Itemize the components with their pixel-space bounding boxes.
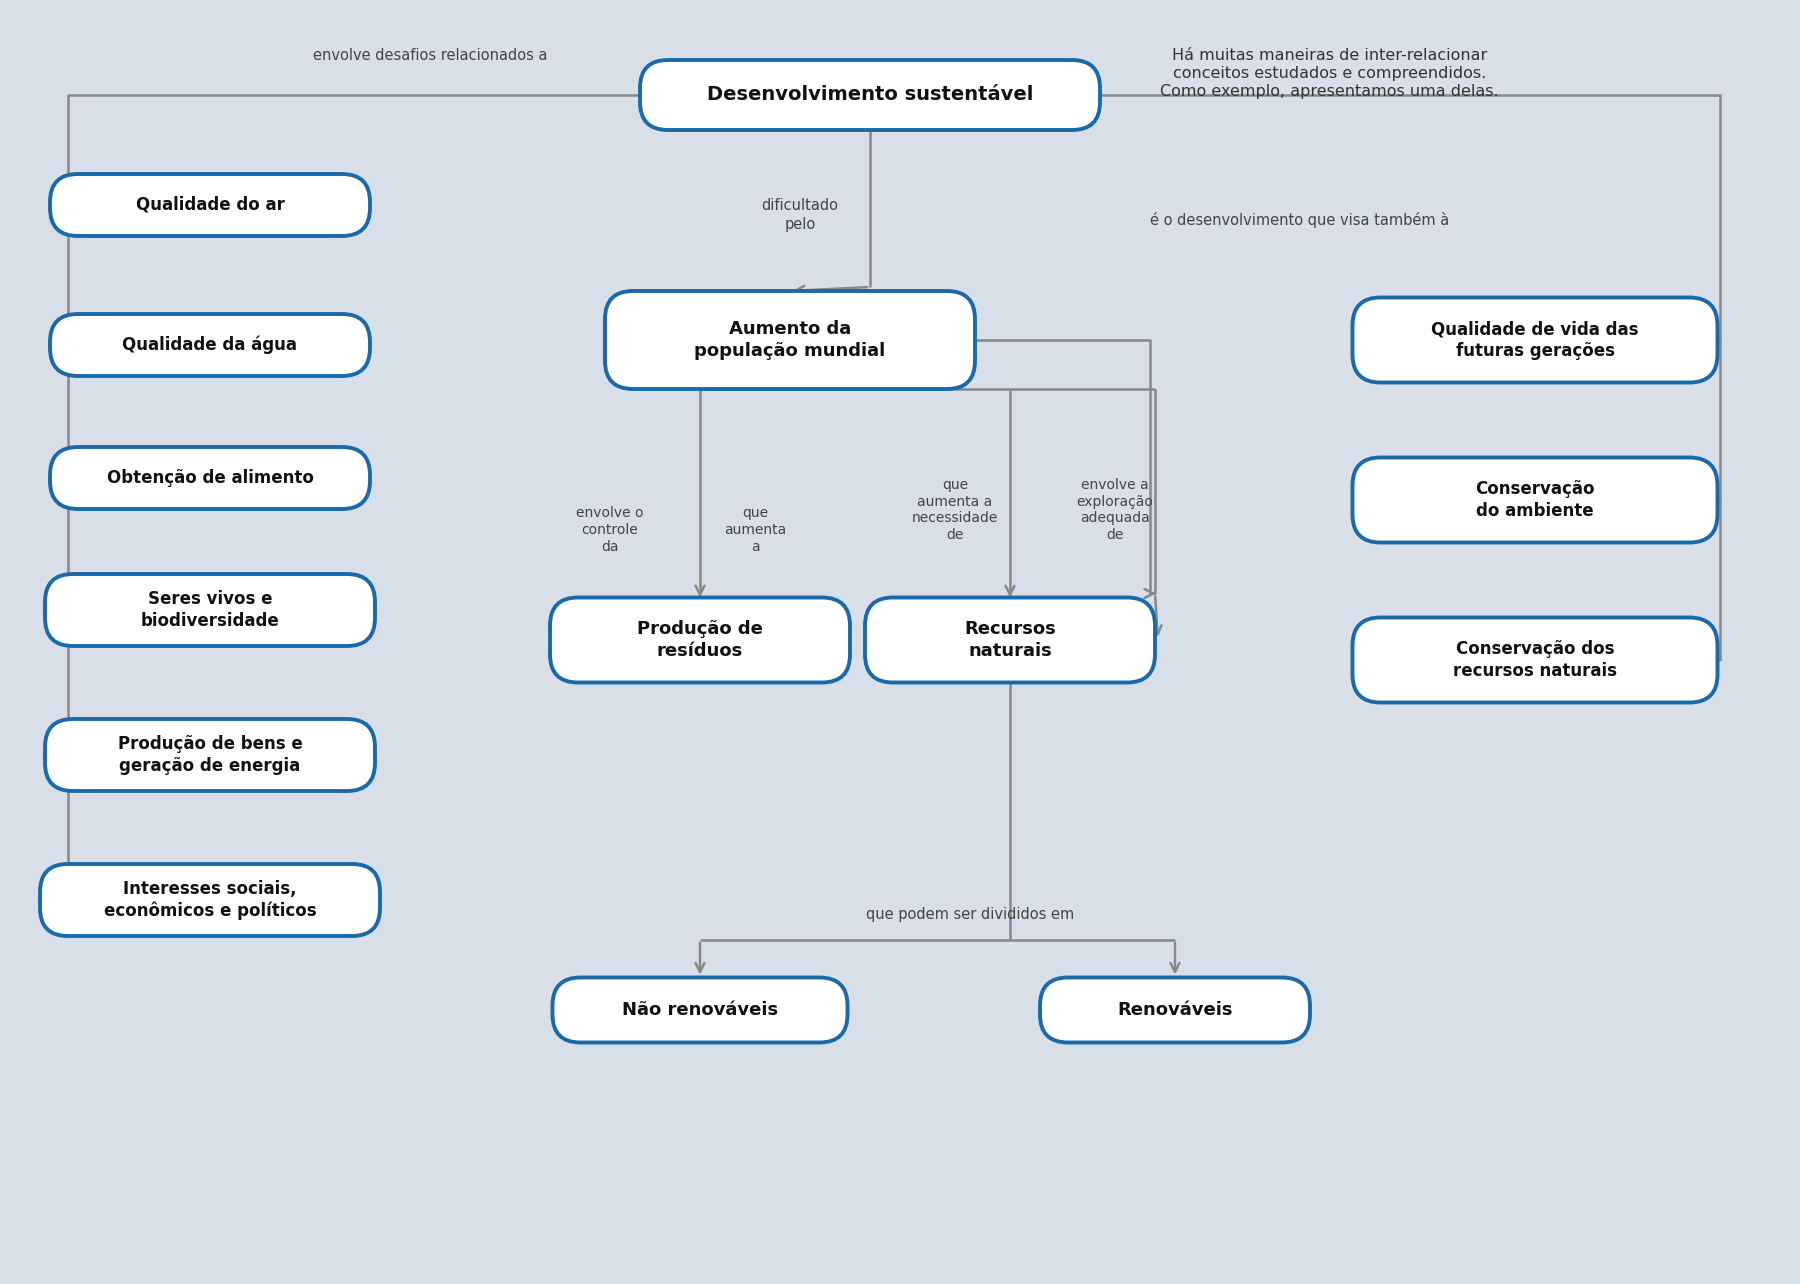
- Text: Produção de
resíduos: Produção de resíduos: [637, 620, 763, 660]
- Text: Recursos
naturais: Recursos naturais: [965, 620, 1057, 660]
- Text: que
aumenta a
necessidade
de: que aumenta a necessidade de: [913, 478, 999, 542]
- Text: Conservação
do ambiente: Conservação do ambiente: [1476, 480, 1595, 520]
- Text: Seres vivos e
biodiversidade: Seres vivos e biodiversidade: [140, 591, 279, 629]
- Text: que
aumenta
a: que aumenta a: [724, 506, 787, 553]
- FancyBboxPatch shape: [50, 315, 371, 376]
- FancyBboxPatch shape: [553, 977, 848, 1043]
- Text: Aumento da
população mundial: Aumento da população mundial: [695, 320, 886, 360]
- Text: Qualidade de vida das
futuras gerações: Qualidade de vida das futuras gerações: [1431, 320, 1638, 360]
- FancyBboxPatch shape: [1352, 298, 1717, 383]
- FancyBboxPatch shape: [641, 60, 1100, 130]
- Text: Obtenção de alimento: Obtenção de alimento: [106, 469, 313, 487]
- FancyBboxPatch shape: [50, 447, 371, 508]
- FancyBboxPatch shape: [551, 597, 850, 683]
- FancyBboxPatch shape: [1040, 977, 1310, 1043]
- Text: que podem ser divididos em: que podem ser divididos em: [866, 908, 1075, 922]
- Text: Produção de bens e
geração de energia: Produção de bens e geração de energia: [117, 736, 302, 774]
- FancyBboxPatch shape: [1352, 618, 1717, 702]
- Text: Desenvolvimento sustentável: Desenvolvimento sustentável: [707, 86, 1033, 104]
- Text: Não renováveis: Não renováveis: [623, 1002, 778, 1019]
- Text: Qualidade do ar: Qualidade do ar: [135, 196, 284, 214]
- Text: envolve a
exploração
adequada
de: envolve a exploração adequada de: [1076, 478, 1154, 542]
- FancyBboxPatch shape: [605, 291, 976, 389]
- Text: envolve o
controle
da: envolve o controle da: [576, 506, 644, 553]
- Text: Há muitas maneiras de inter-relacionar
conceitos estudados e compreendidos.
Como: Há muitas maneiras de inter-relacionar c…: [1159, 48, 1499, 99]
- Text: dificultado
pelo: dificultado pelo: [761, 199, 839, 231]
- Text: Qualidade da água: Qualidade da água: [122, 335, 297, 354]
- FancyBboxPatch shape: [50, 175, 371, 236]
- Text: é o desenvolvimento que visa também à: é o desenvolvimento que visa também à: [1150, 212, 1449, 229]
- Text: Renováveis: Renováveis: [1118, 1002, 1233, 1019]
- Text: envolve desafios relacionados a: envolve desafios relacionados a: [313, 48, 547, 63]
- FancyBboxPatch shape: [45, 719, 374, 791]
- Text: Conservação dos
recursos naturais: Conservação dos recursos naturais: [1453, 641, 1616, 679]
- Text: Interesses sociais,
econômicos e políticos: Interesses sociais, econômicos e polític…: [104, 880, 317, 921]
- FancyBboxPatch shape: [45, 574, 374, 646]
- FancyBboxPatch shape: [40, 864, 380, 936]
- FancyBboxPatch shape: [866, 597, 1156, 683]
- FancyBboxPatch shape: [1352, 457, 1717, 543]
